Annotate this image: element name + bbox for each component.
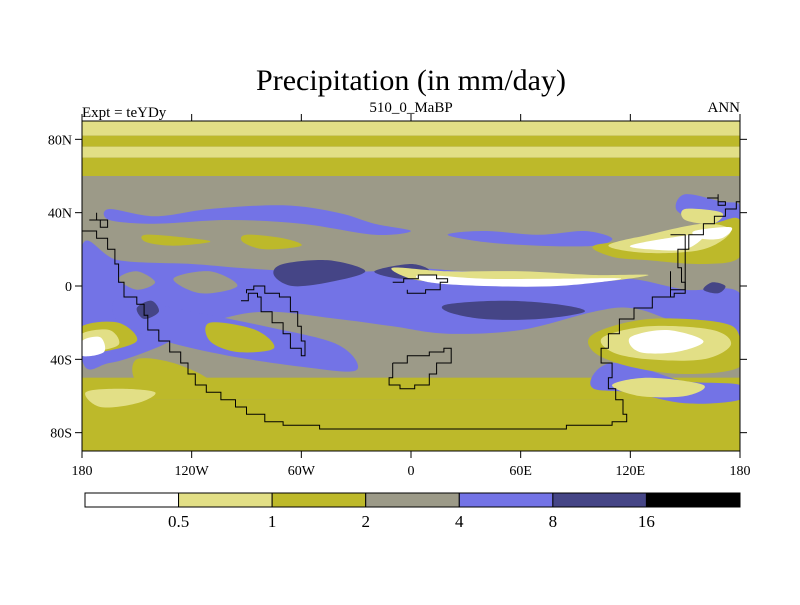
precip-contour: [132, 358, 210, 389]
y-tick-label: 40S: [50, 353, 72, 368]
precip-contour: [141, 234, 211, 246]
experiment-label: Expt = teYDy: [82, 105, 167, 121]
precipitation-contours: [82, 194, 740, 408]
precip-contour: [173, 271, 238, 294]
colorbar-label: 8: [549, 512, 558, 531]
colorbar-label: 0.5: [168, 512, 189, 531]
precip-band: [82, 157, 740, 176]
precip-band: [82, 399, 740, 451]
colorbar-box: [645, 492, 741, 508]
colorbar: 0.5 1 2 4 8 16: [84, 492, 741, 531]
precip-contour: [628, 329, 704, 354]
precip-band: [82, 146, 740, 158]
y-axis: 80N 40N 0 40S 80S: [48, 133, 747, 442]
coastline: [388, 347, 452, 390]
x-tick-label: 0: [408, 464, 415, 479]
colorbar-label: 4: [455, 512, 464, 531]
y-tick-label: 80N: [48, 133, 72, 148]
coastline: [707, 194, 726, 206]
coastline: [392, 274, 449, 294]
colorbar-label: 1: [268, 512, 277, 531]
precip-contour: [703, 282, 726, 294]
y-tick-label: 40N: [48, 207, 72, 222]
coastline: [82, 198, 740, 430]
x-tick-label: 120E: [616, 464, 646, 479]
colorbar-box: [178, 492, 273, 508]
precip-contour: [416, 274, 622, 287]
precip-contour: [82, 240, 740, 370]
precip-contour: [692, 227, 733, 240]
colorbar-label: 2: [361, 512, 370, 531]
run-label: 510_0_MaBP: [369, 100, 452, 116]
colorbar-box: [365, 492, 460, 508]
chart-title: Precipitation (in mm/day): [256, 64, 566, 97]
precip-contour: [136, 300, 159, 320]
precipitation-map: [82, 121, 740, 451]
precip-contour: [85, 388, 156, 408]
precip-contour: [273, 259, 366, 287]
precip-contour: [681, 208, 724, 225]
y-tick-label: 0: [65, 280, 72, 295]
precip-contour: [240, 234, 302, 250]
colorbar-box: [84, 492, 180, 508]
x-axis: 180 120W 60W 0 60E 120E 180: [72, 114, 751, 479]
precip-contour: [205, 322, 275, 353]
precip-band: [82, 135, 740, 147]
precip-contour: [103, 205, 411, 235]
precip-contour: [441, 300, 585, 320]
precip-contour: [447, 230, 613, 247]
colorbar-label: 16: [638, 512, 655, 531]
x-tick-label: 180: [730, 464, 751, 479]
precip-band: [82, 121, 740, 136]
coastline: [670, 234, 686, 298]
colorbar-box: [271, 492, 367, 508]
x-tick-label: 60E: [509, 464, 532, 479]
x-tick-label: 120W: [175, 464, 210, 479]
x-tick-label: 60W: [288, 464, 316, 479]
precip-contour: [611, 377, 705, 398]
season-label: ANN: [708, 100, 741, 116]
precip-contour: [82, 336, 106, 357]
x-tick-label: 180: [72, 464, 93, 479]
coastline: [241, 285, 306, 357]
coastlines: [82, 194, 740, 430]
colorbar-box: [458, 492, 554, 508]
coastline: [89, 212, 109, 228]
colorbar-box: [552, 492, 647, 508]
precip-contour: [118, 271, 156, 290]
y-tick-label: 80S: [50, 427, 72, 442]
